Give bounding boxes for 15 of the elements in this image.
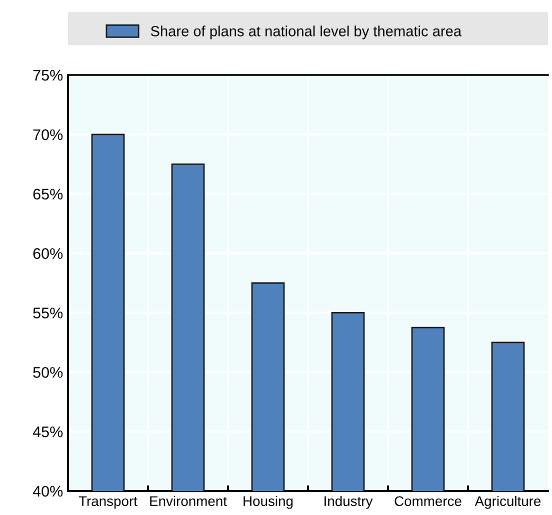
x-tick-label: Agriculture <box>474 496 541 509</box>
x-tick-label: Environment <box>150 496 227 506</box>
x-tick-label: Industry <box>324 496 373 509</box>
y-tick-label: 65% <box>33 188 63 200</box>
y-tick-label: 55% <box>33 308 63 318</box>
x-tick-label: Housing <box>244 496 293 509</box>
y-tick-label: 45% <box>32 426 63 438</box>
x-tick-label: Transport <box>78 496 138 509</box>
x-tick-label: Commerce <box>394 496 462 506</box>
y-tick-label: 40% <box>32 486 63 497</box>
y-tick-label: 75% <box>33 70 63 81</box>
y-tick-label: 70% <box>33 129 63 140</box>
y-tick-label: 50% <box>33 367 63 378</box>
y-tick-label: 60% <box>33 248 63 259</box>
legend-label: Share of plans at national level by thematic area <box>150 26 462 40</box>
